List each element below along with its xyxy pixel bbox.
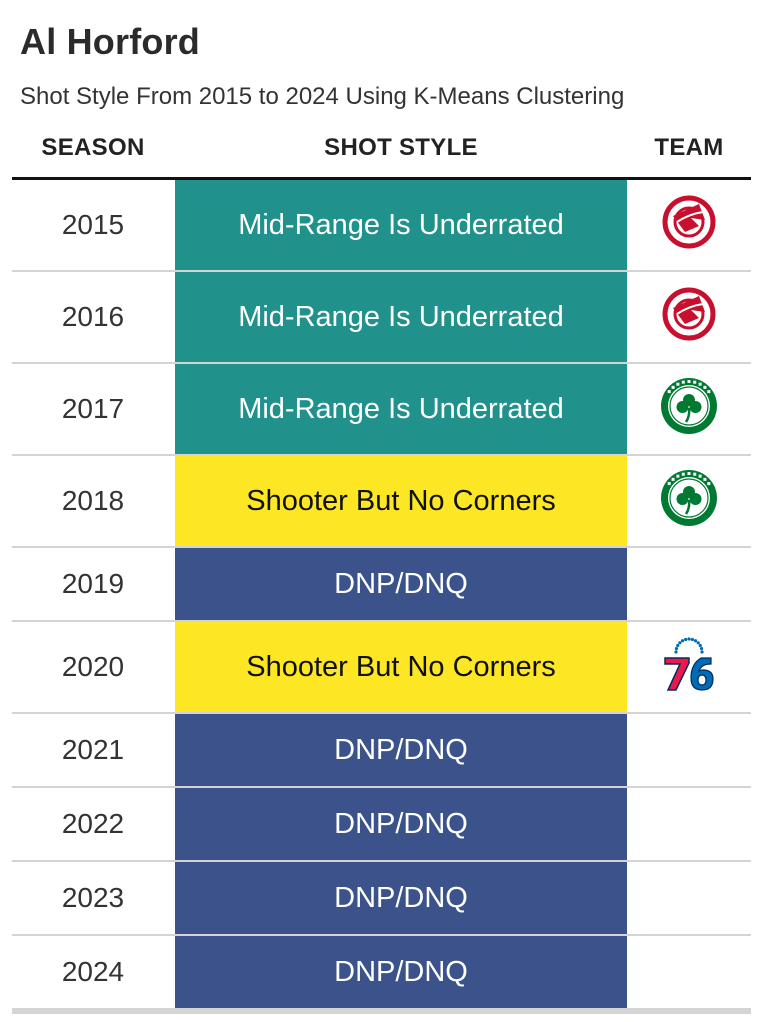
header-rule — [12, 177, 751, 180]
table-body: 2015 Mid-Range Is Underrated 2016 Mid-Range… — [12, 180, 751, 1010]
celtics-logo — [661, 378, 717, 434]
season-cell: 2023 — [61, 882, 125, 913]
season-cell: 2018 — [61, 485, 125, 516]
celtics-logo — [661, 470, 717, 526]
column-header-shot-style: SHOT STYLE — [324, 134, 478, 161]
team-cell — [627, 180, 751, 270]
season-cell: 2019 — [61, 568, 125, 599]
season-cell: 2017 — [61, 393, 125, 424]
season-cell: 2022 — [61, 808, 125, 839]
table-row: 2022 DNP/DNQ — [12, 788, 751, 862]
column-header-season: SEASON — [41, 134, 145, 161]
hawks-logo — [662, 287, 716, 341]
table-row: 2024 DNP/DNQ — [12, 936, 751, 1010]
season-cell: 2016 — [61, 301, 125, 332]
table-row: 2018 Shooter But No Corners — [12, 456, 751, 548]
table-row: 2020 Shooter But No Corners — [12, 622, 751, 714]
bottom-rule — [12, 1010, 751, 1014]
table-row: 2016 Mid-Range Is Underrated — [12, 272, 751, 364]
team-cell — [627, 936, 751, 1008]
shot-style-cell: DNP/DNQ — [175, 862, 627, 934]
table-row: 2017 Mid-Range Is Underrated — [12, 364, 751, 456]
chart-title: Al Horford — [20, 21, 200, 62]
table-row: 2015 Mid-Range Is Underrated — [12, 180, 751, 272]
table-row: 2023 DNP/DNQ — [12, 862, 751, 936]
table-row: 2019 DNP/DNQ — [12, 548, 751, 622]
team-cell — [627, 714, 751, 786]
shot-style-cell: DNP/DNQ — [175, 548, 627, 620]
team-cell — [627, 456, 751, 546]
shot-style-cell: Shooter But No Corners — [175, 456, 627, 546]
shot-style-cell: Mid-Range Is Underrated — [175, 272, 627, 362]
team-cell — [627, 548, 751, 620]
shot-style-cell: Shooter But No Corners — [175, 622, 627, 712]
season-cell: 2020 — [61, 651, 125, 682]
chart-subtitle: Shot Style From 2015 to 2024 Using K-Mea… — [20, 83, 625, 110]
team-cell — [627, 788, 751, 860]
shot-style-cell: Mid-Range Is Underrated — [175, 180, 627, 270]
hawks-logo — [662, 195, 716, 249]
team-cell — [627, 272, 751, 362]
shot-style-cell: DNP/DNQ — [175, 936, 627, 1008]
season-cell: 2021 — [61, 734, 125, 765]
team-cell — [627, 862, 751, 934]
season-cell: 2024 — [61, 956, 125, 987]
table-row: 2021 DNP/DNQ — [12, 714, 751, 788]
column-header-team: TEAM — [654, 134, 724, 161]
shot-style-cell: DNP/DNQ — [175, 714, 627, 786]
season-cell: 2015 — [61, 209, 125, 240]
sixers-logo — [664, 637, 714, 691]
shot-style-cell: DNP/DNQ — [175, 788, 627, 860]
team-cell — [627, 622, 751, 712]
team-cell — [627, 364, 751, 454]
shot-style-cell: Mid-Range Is Underrated — [175, 364, 627, 454]
